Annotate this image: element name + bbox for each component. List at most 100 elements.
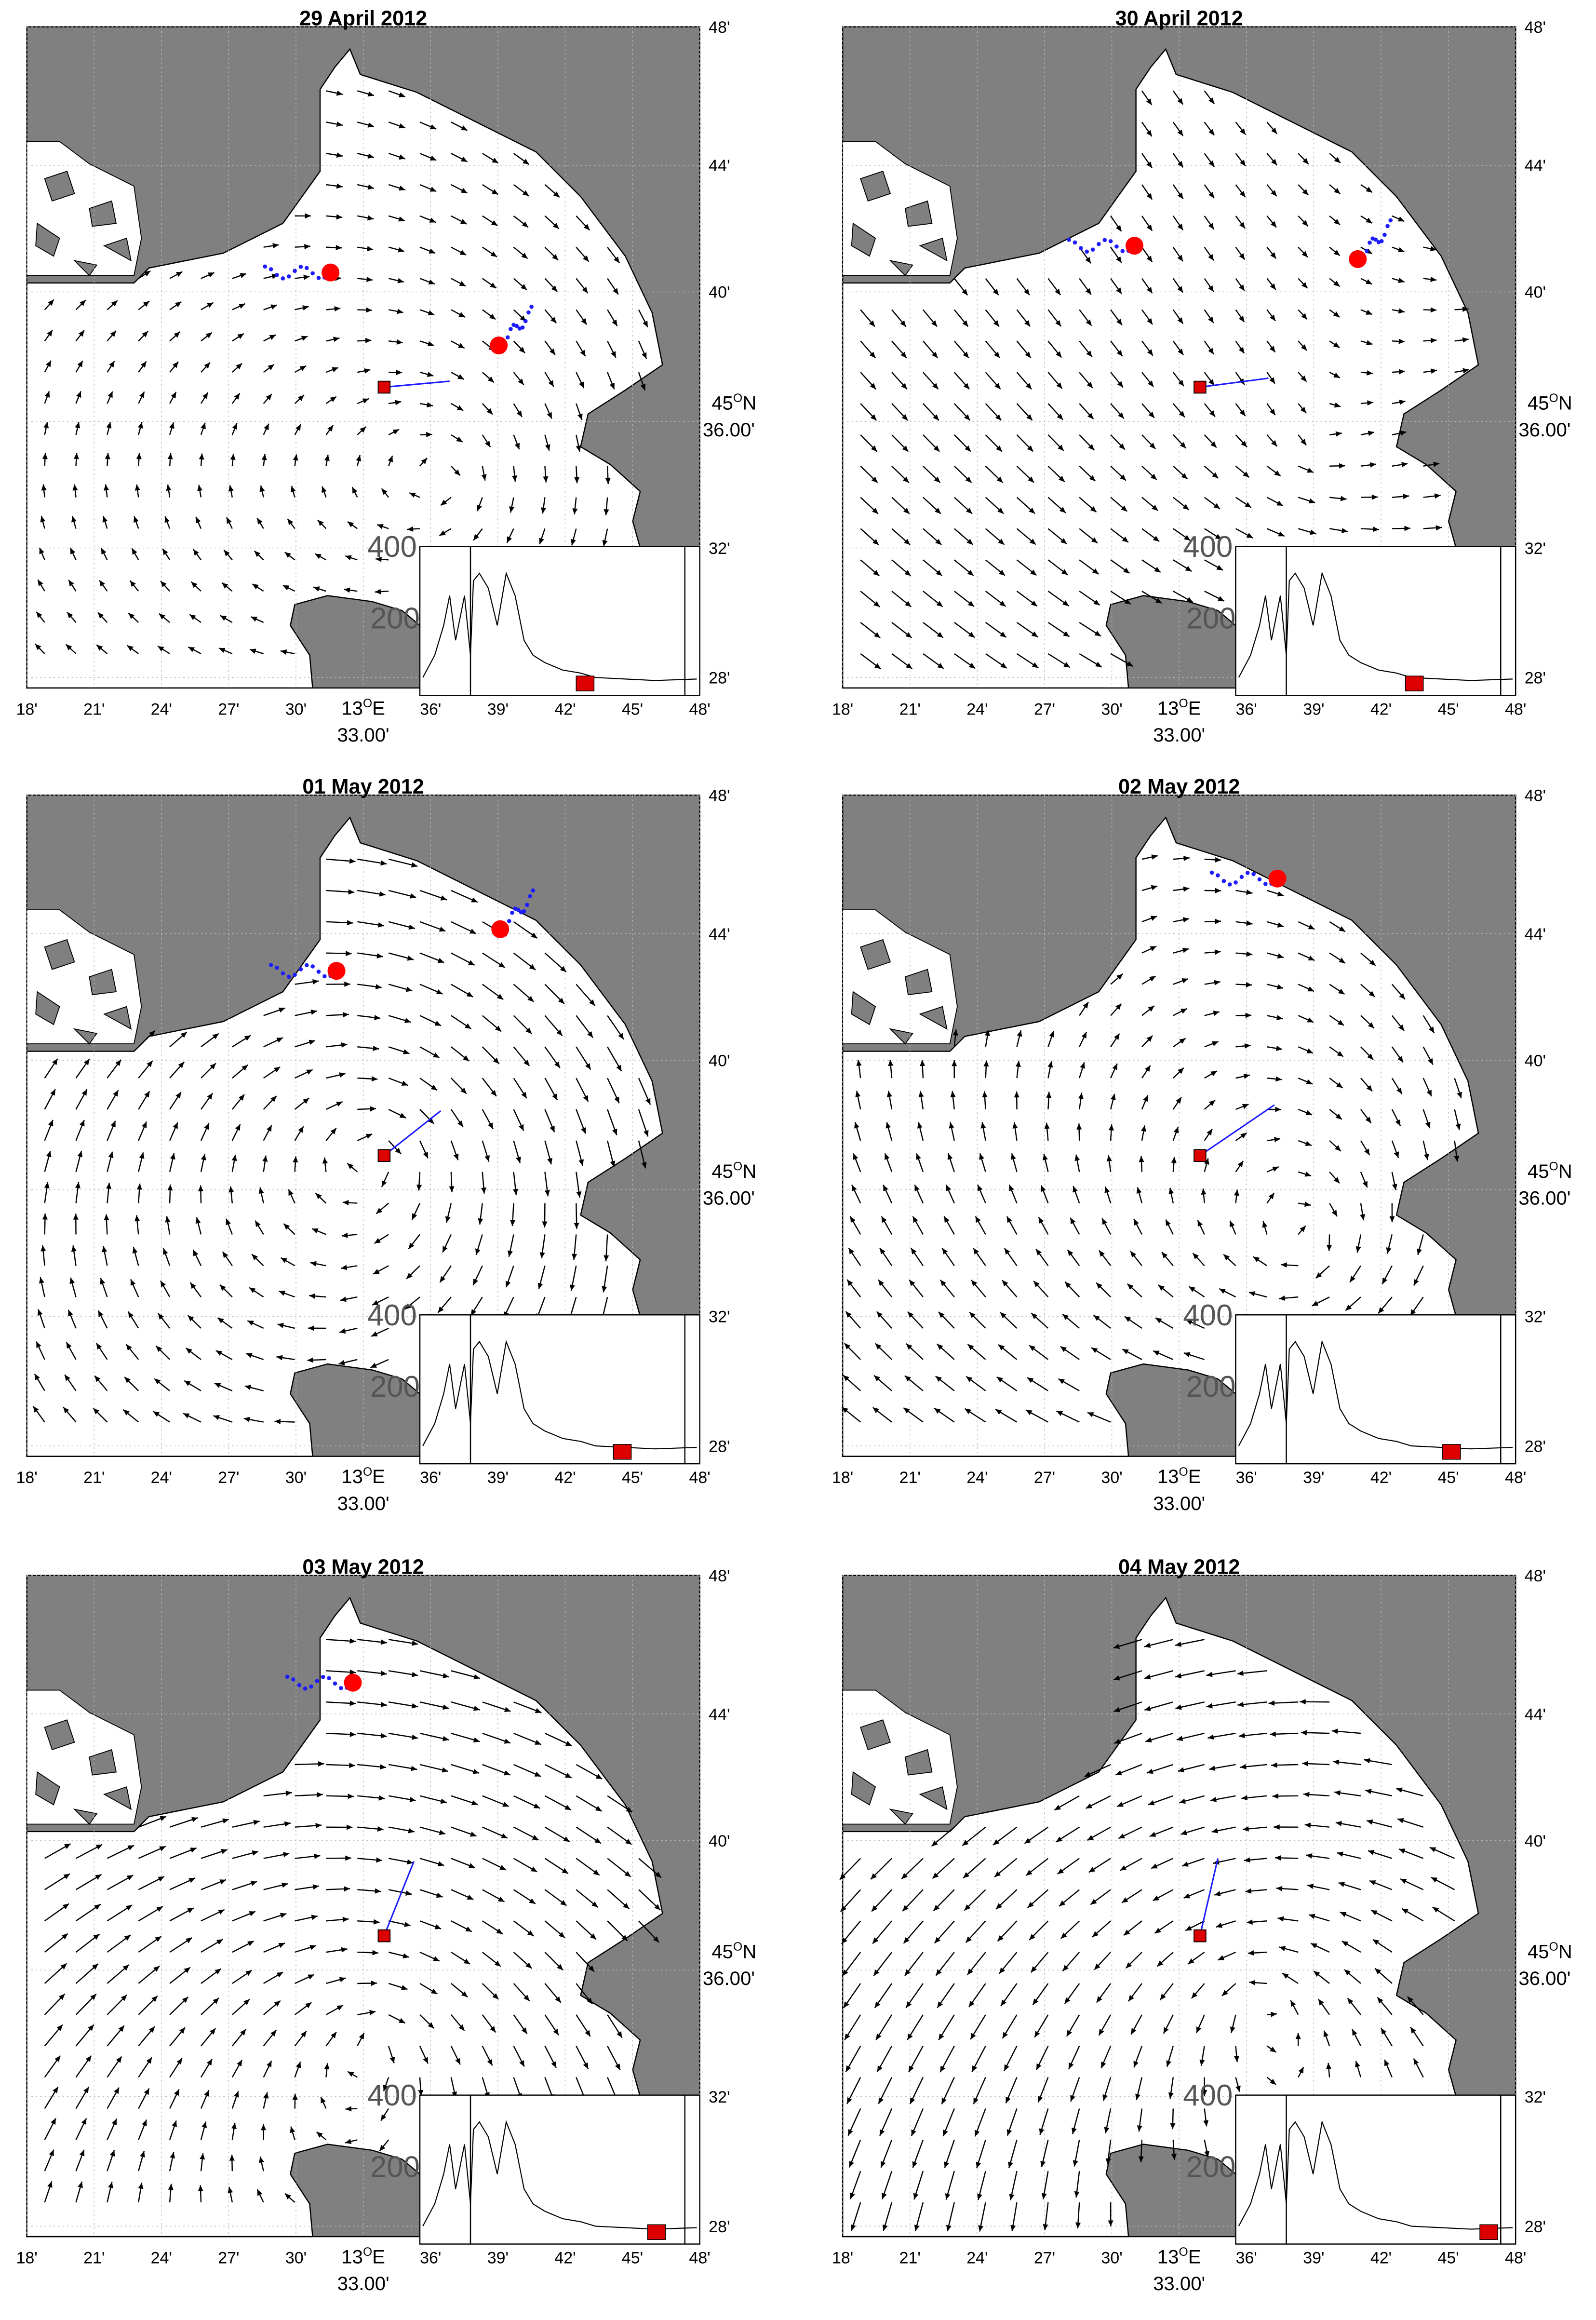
current-vector [450,1078,467,1094]
current-vector [1104,2108,1112,2134]
vector-head [1036,2063,1042,2070]
inset-box [1235,546,1516,696]
current-vector [157,646,170,654]
vector-head [556,1029,563,1036]
vector-head [334,306,341,312]
current-vector [44,329,53,342]
vector-head [842,1969,848,1976]
current-vector [881,1216,893,1235]
current-vector [138,1995,158,2015]
vector-head [932,1872,939,1879]
current-vector [1298,952,1315,961]
vector-head [182,1996,188,2003]
vector-head [490,251,497,257]
vector-head [473,1737,480,1743]
vector-head [1146,130,1152,136]
vector-head [308,1325,314,1331]
current-vector [102,516,108,529]
current-vector [1329,1046,1344,1057]
vector-head [352,487,358,494]
current-vector [138,1091,150,1110]
vector-head [1399,399,1406,405]
current-vector [1141,885,1158,891]
vector-head [376,556,382,562]
current-vector [371,1327,389,1337]
vector-head [1062,1314,1069,1320]
current-vector [1105,2140,1112,2165]
current-vector [1298,184,1309,196]
vector-head [1017,1030,1022,1037]
current-vector [1110,216,1122,232]
vector-head [105,453,110,459]
current-vector [71,1245,77,1266]
vector-head [1208,285,1214,292]
vector-head [545,444,550,451]
current-vector [513,1015,532,1035]
current-vector [1298,465,1314,473]
current-vector [1230,2014,1236,2033]
current-vector [357,1795,385,1801]
current-vector [607,1826,632,1845]
current-vector [1313,1970,1330,1984]
current-vector [513,1889,536,1904]
mooring-vector [383,1861,415,1936]
vector-head [502,1802,509,1807]
vector-head [539,1252,545,1259]
vector-head [522,221,528,228]
current-vector [419,1795,447,1804]
current-vector [313,586,326,592]
current-vector [998,1344,1018,1360]
vector-head [1130,1251,1137,1258]
vector-head [83,2087,89,2093]
vector-head [139,391,145,398]
current-vector [985,403,1002,421]
current-vector [107,1875,134,1890]
current-vector [482,952,506,969]
current-vector [1355,1234,1362,1253]
current-vector [263,1913,287,1922]
vector-head [136,1183,142,1190]
current-vector [1206,1701,1236,1709]
current-vector [544,2046,557,2068]
vector-head [1301,1730,1307,1736]
current-vector [357,2033,365,2047]
vector-head [108,2182,113,2188]
vector-head [965,476,972,483]
current-vector [263,364,275,373]
vector-head [1116,973,1123,980]
vector-head [490,1090,496,1096]
current-vector [75,2086,90,2109]
current-vector [576,309,588,325]
current-vector [1298,528,1316,535]
current-vector [953,309,969,327]
current-vector [576,1764,603,1780]
current-vector [1423,337,1437,343]
current-vector [287,518,295,529]
vector-head [1213,1011,1220,1016]
vector-head [457,1120,463,1127]
vector-head [1201,1188,1207,1195]
vector-head [1426,1090,1432,1096]
vector-head [525,1027,532,1034]
current-vector [75,1963,99,1984]
y-tick-label: 36.00' [1518,419,1570,441]
vector-head [853,1153,858,1160]
current-vector [295,979,319,985]
current-vector [901,1858,924,1880]
vector-head [850,2192,855,2199]
current-vector [388,400,402,405]
x-tick-label: 27' [218,1469,239,1487]
current-vector [1203,2108,1209,2127]
vector-head [487,2059,493,2066]
current-vector [419,246,436,254]
current-vector [1118,1826,1142,1839]
vector-head [220,615,227,621]
current-vector [606,1140,616,1167]
vector-head [1158,1285,1165,1291]
current-vector [1204,340,1215,355]
current-vector [1204,980,1220,985]
vector-head [226,1218,231,1226]
current-vector [1368,1850,1393,1859]
vector-head [907,2033,913,2040]
vector-head [410,893,416,899]
